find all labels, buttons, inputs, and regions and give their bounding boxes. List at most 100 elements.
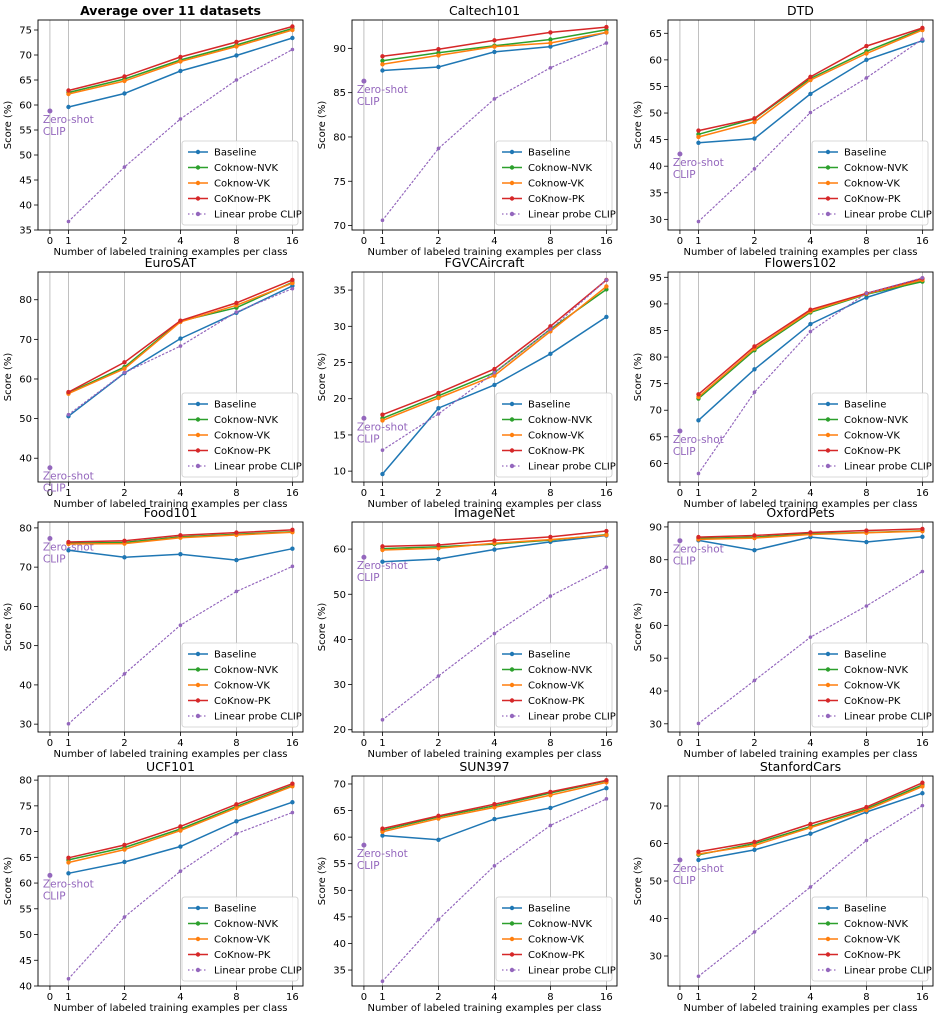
legend-marker bbox=[195, 682, 201, 688]
y-tick-label: 65 bbox=[19, 853, 32, 864]
legend-entry: Coknow-VK bbox=[528, 935, 584, 946]
legend-marker bbox=[509, 921, 515, 926]
zero-shot-point bbox=[677, 428, 683, 434]
legend-marker bbox=[509, 905, 515, 911]
legend-marker bbox=[509, 448, 515, 453]
legend-marker bbox=[195, 967, 201, 973]
x-tick-label: 0 bbox=[47, 236, 53, 247]
x-axis-label: Number of labeled training examples per … bbox=[54, 1003, 288, 1014]
data-point bbox=[66, 389, 71, 395]
legend-marker bbox=[509, 682, 515, 688]
legend-marker bbox=[195, 165, 201, 170]
legend: Baseline Coknow-NVK Coknow-VK CoKnow-PK Line… bbox=[181, 642, 302, 728]
x-tick-label: 1 bbox=[65, 992, 71, 1003]
y-tick-label: 65 bbox=[649, 432, 662, 443]
legend: Baseline Coknow-NVK Coknow-VK CoKnow-PK Line… bbox=[495, 642, 616, 728]
x-axis-label: Number of labeled training examples per … bbox=[54, 749, 288, 760]
data-point bbox=[122, 538, 127, 544]
y-tick-label: 15 bbox=[333, 430, 346, 441]
x-tick-label: 16 bbox=[286, 738, 299, 749]
data-point bbox=[808, 74, 813, 80]
legend-marker bbox=[825, 180, 831, 186]
x-tick-label: 8 bbox=[547, 738, 553, 749]
x-tick-label: 4 bbox=[807, 236, 813, 247]
zero-shot-point bbox=[361, 842, 367, 848]
y-axis-label: Score (%) bbox=[633, 857, 644, 906]
x-axis-label: Number of labeled training examples per … bbox=[54, 247, 288, 258]
legend-marker bbox=[825, 432, 831, 438]
legend-marker bbox=[509, 713, 515, 719]
y-tick-label: 50 bbox=[19, 641, 32, 652]
x-tick-label: 16 bbox=[916, 236, 929, 247]
legend-entry: Coknow-NVK bbox=[214, 665, 278, 676]
legend-box bbox=[181, 140, 299, 226]
data-point bbox=[178, 59, 183, 64]
data-point bbox=[178, 344, 183, 348]
legend-entry: Coknow-NVK bbox=[844, 919, 908, 930]
y-tick-label: 60 bbox=[333, 833, 346, 844]
data-point bbox=[696, 534, 701, 540]
legend-marker bbox=[825, 967, 831, 973]
x-tick-label: 4 bbox=[491, 236, 497, 247]
data-point bbox=[752, 167, 757, 171]
data-point bbox=[548, 805, 553, 811]
y-tick-label: 70 bbox=[19, 827, 32, 838]
data-point bbox=[122, 165, 127, 169]
legend-marker bbox=[509, 463, 515, 469]
y-tick-label: 40 bbox=[333, 635, 346, 646]
data-point bbox=[290, 27, 295, 33]
x-tick-label: 0 bbox=[361, 236, 367, 247]
data-point bbox=[178, 318, 183, 323]
axes-frame bbox=[351, 521, 618, 733]
y-tick-label: 70 bbox=[333, 779, 346, 790]
data-point bbox=[436, 917, 441, 922]
legend-entry: Linear probe CLIP bbox=[214, 462, 302, 473]
y-tick-label: 70 bbox=[649, 588, 662, 599]
legend-marker bbox=[825, 952, 831, 957]
x-tick-label: 8 bbox=[233, 738, 239, 749]
data-point bbox=[66, 539, 71, 545]
data-point bbox=[920, 803, 925, 808]
legend-marker bbox=[509, 952, 515, 957]
data-point bbox=[290, 564, 295, 569]
legend-marker bbox=[509, 432, 515, 438]
y-tick-label: 60 bbox=[19, 374, 32, 385]
legend-entry: Coknow-VK bbox=[214, 681, 270, 692]
zero-shot-label: Zero-shot bbox=[357, 560, 408, 572]
legend-entry: Coknow-VK bbox=[528, 681, 584, 692]
chart-title: Caltech101 bbox=[449, 3, 520, 18]
data-point bbox=[492, 816, 497, 822]
data-point bbox=[604, 778, 609, 783]
x-tick-label: 1 bbox=[65, 488, 71, 499]
legend-marker bbox=[509, 180, 515, 186]
legend-marker bbox=[195, 448, 201, 453]
data-point bbox=[492, 382, 497, 388]
axes-frame bbox=[667, 19, 934, 231]
data-point bbox=[864, 51, 869, 56]
x-tick-label: 1 bbox=[379, 488, 385, 499]
legend-marker bbox=[195, 463, 201, 469]
legend-entry: Baseline bbox=[844, 148, 886, 159]
y-tick-label: 10 bbox=[333, 467, 346, 478]
y-axis-label: Score (%) bbox=[633, 353, 644, 402]
legend-entry: Coknow-VK bbox=[844, 935, 900, 946]
legend-entry: Baseline bbox=[528, 904, 570, 915]
legend-marker bbox=[509, 211, 515, 217]
legend-marker bbox=[825, 682, 831, 688]
data-point bbox=[548, 351, 553, 357]
y-tick-label: 40 bbox=[649, 914, 662, 925]
x-tick-label: 8 bbox=[547, 488, 553, 499]
y-tick-label: 45 bbox=[333, 912, 346, 923]
zero-shot-point bbox=[47, 465, 53, 471]
data-point bbox=[752, 119, 757, 125]
data-point bbox=[436, 542, 441, 548]
y-tick-label: 30 bbox=[649, 215, 662, 226]
zero-shot-label: CLIP bbox=[357, 433, 380, 445]
x-tick-label: 0 bbox=[677, 738, 683, 749]
legend-box bbox=[811, 392, 929, 478]
legend-marker bbox=[195, 667, 201, 672]
zero-shot-point bbox=[47, 872, 53, 878]
x-tick-label: 0 bbox=[361, 992, 367, 1003]
data-point bbox=[380, 826, 385, 831]
